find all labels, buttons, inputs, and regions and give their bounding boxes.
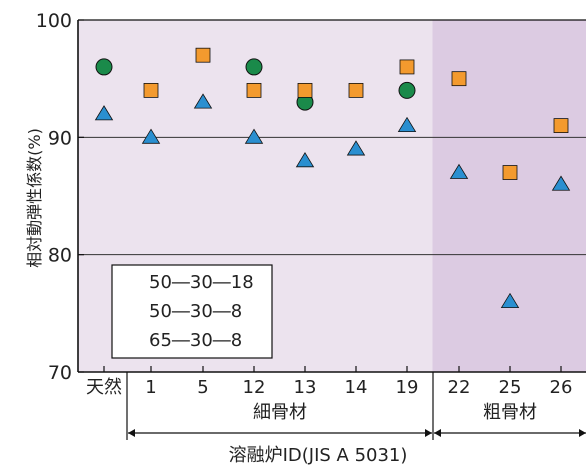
data-point-square [553, 118, 569, 133]
x-tick-label: 13 [294, 377, 317, 398]
arrow-head-left [128, 429, 135, 437]
data-point-triangle [94, 105, 114, 121]
data-point-square [399, 59, 415, 75]
data-point-triangle [500, 292, 520, 308]
data-point-triangle [193, 93, 213, 109]
data-point-triangle [397, 116, 417, 132]
data-point-square [195, 47, 211, 63]
data-point-circle [245, 58, 263, 76]
data-point-triangle [295, 152, 315, 168]
x-tick-label: 25 [499, 377, 522, 398]
legend-label: 50―30―18 [149, 272, 254, 293]
arrow-head-right [425, 429, 432, 437]
y-tick-label: 70 [48, 362, 72, 384]
data-point-square [297, 83, 313, 98]
x-axis-label: 溶融炉ID(JIS A 5031) [229, 445, 408, 466]
group-label: 粗骨材 [483, 402, 537, 423]
y-tick-label: 90 [48, 127, 72, 149]
data-point-triangle [551, 175, 571, 191]
y-tick-label: 80 [48, 245, 72, 267]
x-tick-label: 22 [448, 377, 471, 398]
legend-box [111, 264, 273, 359]
data-point-triangle [141, 128, 161, 144]
x-tick-label: 19 [396, 377, 419, 398]
y-axis-label: 相対動弾性係数(%) [25, 128, 44, 268]
x-tick-label: 1 [145, 377, 156, 398]
data-point-square [246, 83, 262, 98]
arrow-head-left [434, 429, 441, 437]
data-point-circle [95, 58, 113, 76]
legend-label: 65―30―8 [149, 330, 242, 351]
y-tick-label: 100 [36, 10, 72, 32]
legend-label: 50―30―8 [149, 301, 242, 322]
x-tick-label: 天然 [86, 377, 122, 398]
x-tick-label: 5 [197, 377, 208, 398]
data-point-triangle [346, 140, 366, 156]
data-point-square [348, 83, 364, 98]
data-point-circle [398, 81, 416, 99]
data-point-square [502, 165, 518, 180]
group-label: 細骨材 [253, 402, 307, 423]
x-tick-label: 12 [243, 377, 266, 398]
x-tick-label: 14 [345, 377, 368, 398]
data-point-square [451, 71, 467, 87]
data-point-triangle [449, 163, 469, 179]
x-tick-label: 26 [550, 377, 573, 398]
data-point-triangle [244, 128, 264, 144]
data-point-square [143, 83, 159, 98]
arrow-head-right [579, 429, 586, 437]
